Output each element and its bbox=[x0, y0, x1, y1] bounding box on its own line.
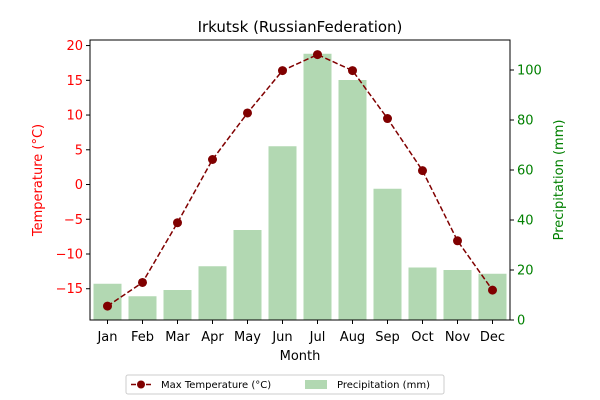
temperature-point bbox=[453, 236, 462, 246]
temperature-point bbox=[208, 155, 217, 165]
left-y-axis: −15 −10 −5 0 5 10 15 20 bbox=[56, 39, 90, 297]
legend: Max Temperature (°C) Precipitation (mm) bbox=[125, 374, 445, 395]
x-tick-label: Feb bbox=[131, 330, 154, 345]
x-tick-label: Mar bbox=[165, 330, 190, 345]
temperature-point bbox=[278, 66, 287, 76]
precipitation-bar bbox=[128, 296, 157, 320]
x-axis: Jan Feb Mar Apr May Jun Jul Aug Sep Oct Nov Dec bbox=[96, 320, 505, 345]
precipitation-bar bbox=[163, 290, 192, 320]
precipitation-bars bbox=[93, 53, 507, 320]
precipitation-bar bbox=[408, 267, 437, 320]
legend-marker-swatch bbox=[137, 380, 145, 389]
right-tick-label: 100 bbox=[517, 64, 542, 79]
left-tick-label: 15 bbox=[66, 74, 83, 89]
temperature-line bbox=[103, 50, 497, 311]
x-tick-label: Sep bbox=[375, 330, 400, 345]
temperature-line-path bbox=[107, 53, 494, 307]
plot-frame bbox=[89, 39, 511, 321]
precipitation-bar bbox=[443, 270, 472, 320]
left-tick-label: −15 bbox=[56, 282, 83, 297]
left-tick-label: −5 bbox=[64, 213, 83, 228]
left-y-axis-label: Temperature (°C) bbox=[31, 124, 46, 237]
right-tick-label: 40 bbox=[517, 214, 534, 229]
precipitation-bar bbox=[198, 266, 227, 320]
right-tick-label: 20 bbox=[517, 264, 534, 279]
x-tick-label: May bbox=[234, 330, 261, 345]
x-tick-label: Jan bbox=[96, 330, 117, 345]
x-tick-label: Apr bbox=[201, 330, 224, 345]
x-tick-label: Dec bbox=[480, 330, 505, 345]
x-tick-label: Nov bbox=[445, 330, 471, 345]
left-tick-label: 5 bbox=[75, 143, 83, 158]
temperature-point bbox=[138, 277, 147, 287]
right-tick-label: 0 bbox=[517, 314, 525, 329]
x-tick-label: Oct bbox=[411, 330, 433, 345]
left-tick-label: 0 bbox=[75, 178, 83, 193]
temperature-point bbox=[488, 285, 497, 295]
x-axis-label: Month bbox=[280, 349, 321, 364]
precipitation-bar bbox=[268, 146, 297, 320]
legend-label-temperature: Max Temperature (°C) bbox=[161, 380, 271, 391]
temperature-point bbox=[383, 114, 392, 124]
precipitation-bar bbox=[373, 188, 402, 320]
left-tick-label: 20 bbox=[66, 39, 83, 54]
legend-bar-swatch bbox=[305, 380, 327, 389]
precipitation-bar bbox=[478, 273, 507, 320]
x-tick-label: Jun bbox=[271, 330, 292, 345]
temperature-point bbox=[103, 301, 112, 311]
legend-box bbox=[125, 374, 445, 395]
legend-label-precipitation: Precipitation (mm) bbox=[337, 380, 430, 391]
right-tick-label: 80 bbox=[517, 114, 534, 129]
precipitation-bar bbox=[233, 230, 262, 320]
temperature-point bbox=[418, 166, 427, 176]
right-tick-label: 60 bbox=[517, 164, 534, 179]
right-y-axis: 0 20 40 60 80 100 bbox=[510, 64, 542, 329]
chart-title: Irkutsk (RussianFederation) bbox=[198, 18, 403, 36]
temperature-point bbox=[313, 50, 322, 60]
left-tick-label: 10 bbox=[66, 109, 83, 124]
temperature-point bbox=[348, 66, 357, 76]
temperature-point bbox=[173, 218, 182, 228]
precipitation-bar bbox=[338, 80, 367, 320]
x-tick-label: Jul bbox=[309, 330, 326, 345]
right-y-axis-label: Precipitation (mm) bbox=[552, 120, 567, 241]
precipitation-bar bbox=[303, 53, 332, 320]
temperature-point bbox=[243, 108, 252, 118]
x-tick-label: Aug bbox=[340, 330, 365, 345]
left-tick-label: −10 bbox=[56, 247, 83, 262]
